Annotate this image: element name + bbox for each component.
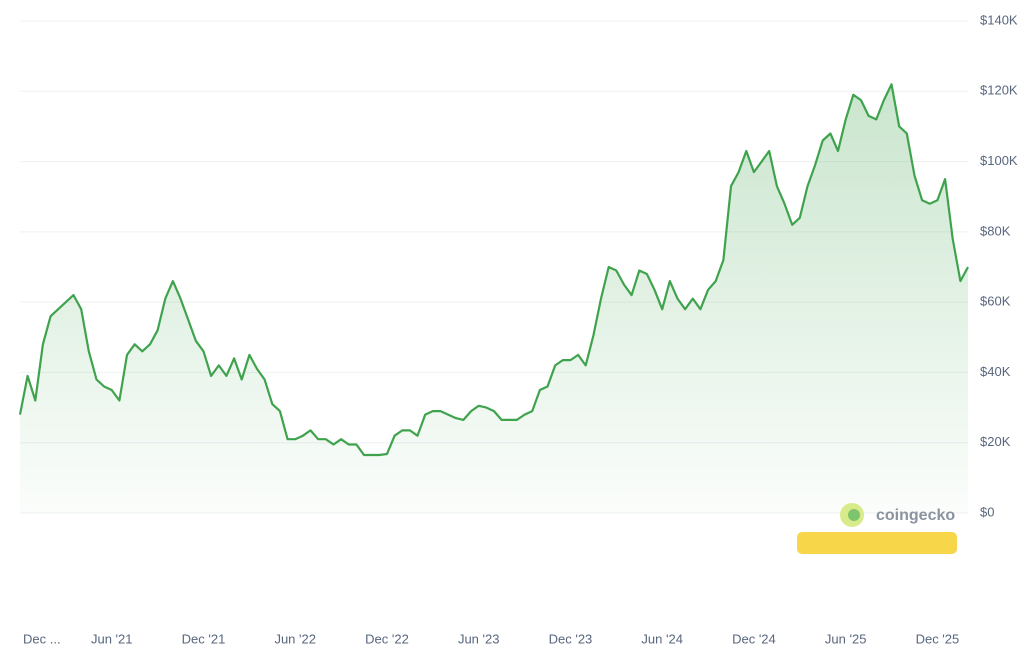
y-tick-label: $100K	[980, 153, 1018, 168]
y-tick-label: $80K	[980, 223, 1011, 238]
x-tick-label: Dec '23	[549, 631, 593, 646]
y-tick-label: $120K	[980, 83, 1018, 98]
x-tick-label: Dec '25	[916, 631, 960, 646]
x-tick-label: Dec ...	[23, 631, 61, 646]
x-tick-label: Jun '23	[458, 631, 500, 646]
x-tick-label: Dec '21	[182, 631, 226, 646]
watermark: coingecko	[797, 503, 957, 554]
badge	[797, 532, 957, 554]
y-tick-label: $40K	[980, 364, 1011, 379]
x-tick-label: Jun '24	[641, 631, 683, 646]
watermark-logo-inner	[848, 509, 860, 521]
x-tick-label: Dec '24	[732, 631, 776, 646]
x-tick-label: Jun '22	[274, 631, 316, 646]
x-tick-label: Jun '21	[91, 631, 133, 646]
y-tick-label: $20K	[980, 434, 1011, 449]
x-tick-label: Jun '25	[825, 631, 867, 646]
area	[20, 84, 968, 514]
x-tick-label: Dec '22	[365, 631, 409, 646]
y-tick-label: $140K	[980, 12, 1018, 27]
watermark-text: coingecko	[876, 507, 955, 524]
y-tick-label: $60K	[980, 294, 1011, 309]
price-line	[18, 83, 969, 457]
y-tick-label: $0	[980, 504, 994, 519]
